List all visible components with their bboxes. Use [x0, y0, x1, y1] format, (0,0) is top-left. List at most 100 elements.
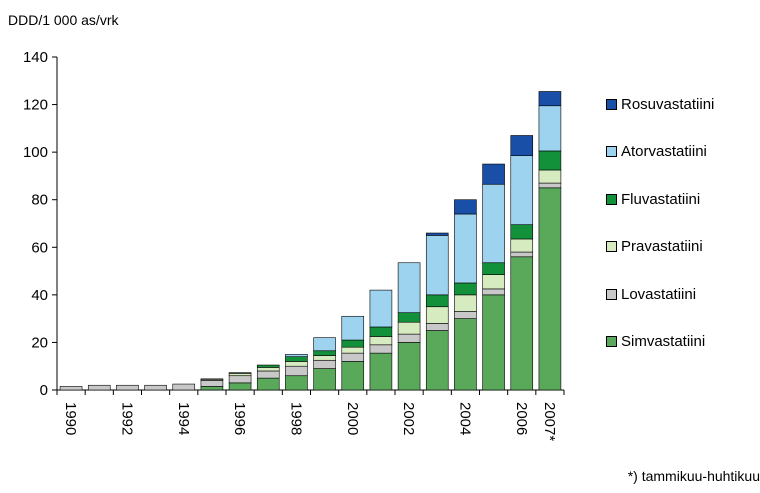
y-tick-label: 80 [31, 192, 48, 209]
bar-simvastatiini [341, 361, 365, 391]
bar-fluvastatiini [313, 350, 336, 356]
legend-swatch [606, 241, 617, 252]
legend-swatch [606, 98, 617, 110]
bar-pravastatiini [256, 367, 280, 372]
bar-fluvastatiini [285, 356, 308, 362]
bar-atorvastatiini [341, 315, 365, 341]
legend-label: Lovastatiini [621, 285, 697, 303]
legend-label: Fluvastatiini [621, 190, 701, 208]
bar-lovastatiini [454, 311, 477, 319]
bar-lovastatiini [369, 344, 393, 354]
legend-swatch [606, 336, 617, 347]
bar-pravastatiini [425, 306, 449, 324]
x-tick-label: 1990 [62, 402, 79, 435]
bar-fluvastatiini [228, 372, 252, 374]
x-tick-label: 1996 [231, 402, 248, 435]
bar-simvastatiini [228, 382, 252, 391]
legend-item-atorvastatiini: Atorvastatiini [606, 143, 707, 160]
bar-pravastatiini [538, 169, 562, 184]
bar-lovastatiini [510, 251, 534, 258]
legend-swatch [606, 288, 617, 300]
bar-fluvastatiini [369, 326, 393, 337]
bar-simvastatiini [313, 368, 336, 391]
bar-pravastatiini [482, 274, 505, 290]
bar-fluvastatiini [454, 282, 477, 296]
legend-label: Pravastatiini [621, 238, 703, 255]
bar-fluvastatiini [482, 262, 505, 275]
bar-fluvastatiini [397, 312, 421, 323]
bar-atorvastatiini [510, 155, 534, 225]
legend-item-simvastatiini: Simvastatiini [606, 333, 706, 350]
bar-atorvastatiini [369, 289, 393, 328]
bar-simvastatiini [425, 330, 449, 391]
bar-simvastatiini [285, 375, 308, 391]
bar-lovastatiini [425, 323, 449, 331]
legend-item-fluvastatiini: Fluvastatiini [606, 190, 701, 208]
legend-item-pravastatiini: Pravastatiini [606, 238, 703, 255]
x-tick-label: 1992 [118, 402, 135, 435]
y-tick-label: 40 [31, 287, 48, 304]
bar-fluvastatiini [510, 224, 534, 240]
bar-fluvastatiini [538, 150, 562, 171]
legend-label: Simvastatiini [621, 333, 706, 350]
bar-simvastatiini [256, 377, 280, 391]
bar-lovastatiini [87, 384, 111, 391]
bar-lovastatiini [341, 352, 365, 362]
bar-lovastatiini [538, 182, 562, 189]
bar-pravastatiini [510, 238, 534, 253]
y-tick-label: 0 [40, 382, 48, 399]
bar-lovastatiini [200, 380, 224, 387]
bar-pravastatiini [228, 373, 252, 377]
y-tick-label: 100 [23, 144, 48, 161]
y-tick-label: 140 [23, 49, 48, 66]
bar-simvastatiini [482, 294, 505, 391]
bar-simvastatiini [397, 342, 421, 391]
legend-label: Rosuvastatiini [621, 95, 715, 113]
bar-lovastatiini [285, 365, 308, 377]
bar-lovastatiini [172, 383, 196, 391]
bar-simvastatiini [454, 318, 477, 391]
bar-rosuvastatiini [425, 232, 449, 236]
bar-simvastatiini [510, 256, 534, 391]
bar-atorvastatiini [313, 337, 336, 352]
bar-lovastatiini [313, 359, 336, 369]
x-tick-label: 1994 [175, 402, 192, 435]
bar-fluvastatiini [425, 294, 449, 308]
bar-pravastatiini [285, 361, 308, 367]
legend-item-rosuvastatiini: Rosuvastatiini [606, 95, 715, 113]
legend-swatch [606, 193, 617, 205]
bar-lovastatiini [59, 386, 83, 391]
footnote: *) tammikuu-huhtikuu [627, 468, 760, 484]
bar-lovastatiini [256, 370, 280, 379]
bar-fluvastatiini [341, 339, 365, 348]
x-tick-label: 1998 [287, 402, 304, 435]
bar-pravastatiini [369, 336, 393, 346]
bar-pravastatiini [341, 346, 365, 354]
bar-atorvastatiini [397, 262, 421, 313]
legend-swatch [606, 146, 617, 157]
bar-simvastatiini [200, 386, 224, 391]
bar-simvastatiini [538, 187, 562, 391]
legend-label: Atorvastatiini [621, 143, 707, 160]
bar-atorvastatiini [285, 354, 308, 358]
x-tick-label: 2006 [513, 402, 530, 435]
y-tick-label: 20 [31, 334, 48, 351]
bar-pravastatiini [454, 294, 477, 312]
bar-rosuvastatiini [482, 163, 505, 185]
bar-lovastatiini [144, 384, 167, 391]
bar-atorvastatiini [538, 105, 562, 152]
x-tick-label: 2000 [344, 402, 361, 435]
y-axis-label: DDD/1 000 as/vrk [8, 12, 119, 28]
bar-rosuvastatiini [538, 91, 562, 107]
bar-fluvastatiini [256, 364, 280, 368]
bar-atorvastatiini [425, 235, 449, 296]
bar-simvastatiini [369, 352, 393, 391]
bar-rosuvastatiini [510, 135, 534, 157]
y-tick-label: 60 [31, 239, 48, 256]
bar-lovastatiini [116, 384, 139, 391]
bar-pravastatiini [397, 321, 421, 335]
legend-item-lovastatiini: Lovastatiini [606, 285, 697, 303]
bar-rosuvastatiini [454, 199, 477, 215]
bar-lovastatiini [228, 375, 252, 384]
